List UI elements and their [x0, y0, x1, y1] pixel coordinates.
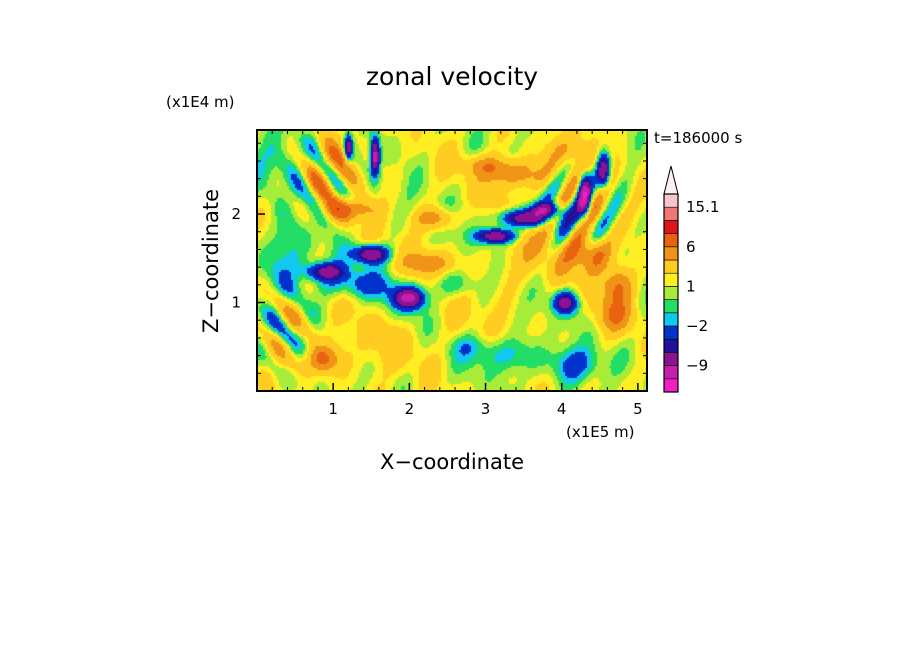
x-tick-label: 4: [557, 400, 567, 418]
x-axis: 1 2 3 4 5: [271, 130, 643, 418]
colorbar: 15.1 6 1 −2 −9: [663, 165, 719, 393]
colorbar-segment: [663, 206, 679, 221]
colorbar-segment: [663, 246, 679, 261]
y-axis: 12: [231, 142, 647, 374]
colorbar-label: −9: [686, 357, 708, 375]
colorbar-segment: [663, 220, 679, 234]
colorbar-label: 6: [686, 238, 696, 256]
colorbar-frame: [663, 193, 679, 393]
colorbar-segment: [663, 272, 679, 287]
colorbar-segment: [663, 352, 679, 366]
chart-title: zonal velocity: [366, 62, 538, 91]
x-tick-label: 1: [328, 400, 338, 418]
time-label: t=186000 s: [654, 129, 742, 147]
colorbar-segment: [663, 286, 679, 300]
x-axis-label: X−coordinate: [380, 450, 524, 474]
colorbar-segment: [663, 193, 679, 208]
x-tick-label: 5: [633, 400, 643, 418]
plot-frame: [256, 129, 648, 392]
y-tick-label: 2: [231, 205, 241, 223]
x-multiplier-label: (x1E5 m): [566, 423, 635, 441]
y-axis-label: Z−coordinate: [199, 189, 223, 333]
colorbar-segment: [663, 325, 679, 340]
x-tick-label: 3: [481, 400, 491, 418]
colorbar-segment: [663, 233, 679, 248]
colorbar-extend-triangle: [663, 165, 679, 195]
velocity-field-image: [257, 130, 647, 391]
x-tick-label: 2: [405, 400, 415, 418]
colorbar-segment: [663, 338, 679, 353]
colorbar-segment: [663, 299, 679, 314]
colorbar-segment: [663, 312, 679, 327]
colorbar-segment: [663, 365, 679, 380]
colorbar-segment: [663, 259, 679, 274]
colorbar-label: 1: [686, 277, 696, 295]
colorbar-label: −2: [686, 317, 708, 335]
y-tick-label: 1: [231, 294, 241, 312]
colorbar-label: 15.1: [686, 198, 719, 216]
colorbar-segment: [663, 378, 679, 393]
y-multiplier-label: (x1E4 m): [166, 93, 235, 111]
